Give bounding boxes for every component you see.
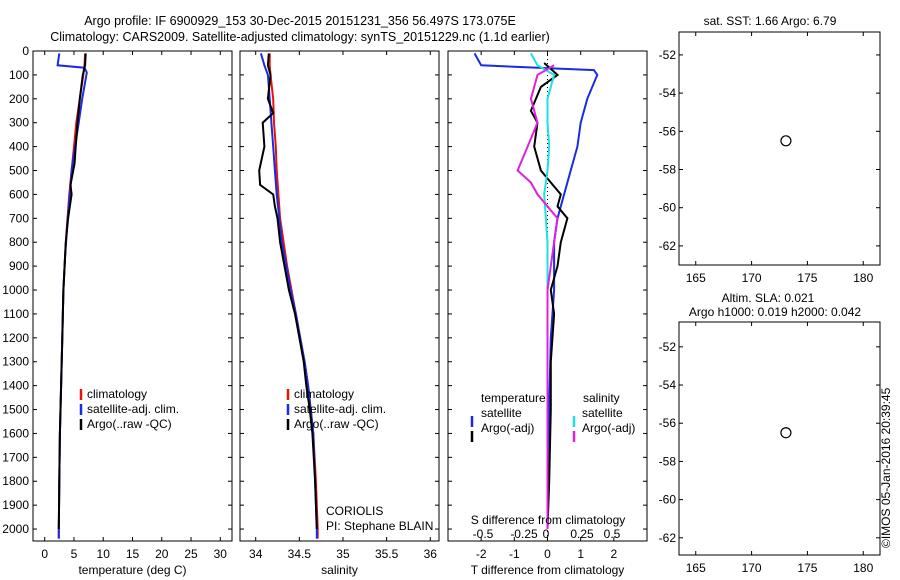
x-tick-label: 0 — [544, 547, 551, 561]
x-tick-label: 0 — [41, 547, 48, 561]
map-y-tick-label: -56 — [659, 124, 677, 138]
x-tick-label: 34 — [249, 547, 263, 561]
series-line-temperature-argo-adj- — [529, 62, 569, 530]
y-tick-label: 100 — [9, 68, 29, 82]
top-axis-tick-label: -0.5 — [473, 527, 494, 541]
legend-label: satellite-adj. clim. — [294, 402, 386, 416]
annotation-pi: PI: Stephane BLAIN — [326, 519, 433, 533]
x-tick-label: 15 — [126, 547, 140, 561]
top-axis-tick-label: 0.5 — [604, 527, 621, 541]
x-tick-label: 10 — [97, 547, 111, 561]
y-tick-label: 700 — [9, 211, 29, 225]
series-line-argo-raw-qc- — [57, 53, 87, 530]
map-y-tick-label: -54 — [659, 378, 677, 392]
series-line-salinity-argo-adj- — [516, 64, 559, 529]
top-axis-tick-label: 0 — [543, 527, 550, 541]
map-y-tick-label: -52 — [659, 340, 677, 354]
map-y-tick-label: -62 — [659, 531, 677, 545]
legend-label: Argo(-adj) — [582, 421, 635, 435]
map-y-tick-label: -58 — [659, 163, 677, 177]
profile-title: Argo profile: IF 6900929_153 30-Dec-2015… — [84, 14, 516, 28]
map-x-tick-label: 165 — [686, 561, 706, 575]
x-tick-label: -1 — [509, 547, 520, 561]
map-x-tick-label: 170 — [742, 561, 762, 575]
map-y-tick-label: -52 — [659, 48, 677, 62]
x-tick-label: 20 — [155, 547, 169, 561]
y-tick-label: 2000 — [2, 522, 29, 536]
credit-label: ©IMOS 05-Jan-2016 20:39:45 — [879, 387, 893, 548]
y-tick-label: 200 — [9, 92, 29, 106]
y-tick-label: 1200 — [2, 331, 29, 345]
y-tick-label: 1800 — [2, 474, 29, 488]
map-y-tick-label: -58 — [659, 454, 677, 468]
y-tick-label: 0 — [22, 44, 29, 58]
y-tick-label: 1500 — [2, 403, 29, 417]
x-tick-label: -2 — [476, 547, 487, 561]
legend-label: temperature — [481, 391, 546, 405]
map-y-tick-label: -60 — [659, 201, 677, 215]
sst-map-title: sat. SST: 1.66 Argo: 6.79 — [704, 14, 837, 28]
x-axis-label: T difference from climatology — [471, 563, 625, 577]
map-x-tick-label: 170 — [742, 271, 762, 285]
argo-position-marker — [780, 135, 792, 147]
climatology-title: Climatology: CARS2009. Satellite-adjuste… — [50, 30, 550, 44]
legend-label: Argo(-adj) — [481, 421, 534, 435]
series-line-argo-raw-qc- — [258, 53, 318, 530]
top-axis-tick-label: -0.25 — [510, 527, 538, 541]
x-tick-label: 35 — [336, 547, 350, 561]
legend-label: Argo(..raw -QC) — [87, 417, 172, 431]
x-tick-label: 5 — [71, 547, 78, 561]
x-tick-label: 25 — [184, 547, 198, 561]
x-axis-label: salinity — [321, 563, 358, 577]
legend-label: climatology — [87, 387, 147, 401]
map-frame — [678, 321, 881, 556]
map-x-tick-label: 180 — [853, 561, 873, 575]
y-tick-label: 1000 — [2, 283, 29, 297]
y-tick-label: 1900 — [2, 498, 29, 512]
x-tick-label: 2 — [610, 547, 617, 561]
y-tick-label: 500 — [9, 164, 29, 178]
sla-map-title: Altim. SLA: 0.021 — [722, 291, 815, 305]
map-y-tick-label: -56 — [659, 416, 677, 430]
map-x-tick-label: 175 — [797, 271, 817, 285]
x-tick-label: 1 — [577, 547, 584, 561]
legend-label: satellite-adj. clim. — [87, 402, 179, 416]
map-frame — [678, 31, 881, 266]
y-tick-label: 400 — [9, 140, 29, 154]
x-tick-label: 30 — [214, 547, 228, 561]
map-y-tick-label: -54 — [659, 86, 677, 100]
top-axis-label: S difference from climatology — [471, 513, 626, 527]
map-x-tick-label: 175 — [797, 561, 817, 575]
series-line-temperature-satellite — [473, 52, 599, 530]
map-y-tick-label: -60 — [659, 493, 677, 507]
plot-frame-2 — [239, 50, 440, 542]
x-tick-label: 34.5 — [288, 547, 312, 561]
map-y-tick-label: -62 — [659, 239, 677, 253]
x-tick-label: 36 — [424, 547, 438, 561]
plot-frame-1 — [32, 50, 233, 542]
x-tick-label: 35.5 — [375, 547, 399, 561]
x-axis-label: temperature (deg C) — [78, 563, 186, 577]
map-x-tick-label: 180 — [853, 271, 873, 285]
legend-label: salinity — [583, 391, 620, 405]
argo-position-marker — [780, 427, 792, 439]
y-tick-label: 800 — [9, 235, 29, 249]
top-axis-tick-label: 0.25 — [570, 527, 594, 541]
legend-label: Argo(..raw -QC) — [294, 417, 379, 431]
y-tick-label: 600 — [9, 187, 29, 201]
y-tick-label: 1600 — [2, 426, 29, 440]
legend-label: satellite — [582, 406, 623, 420]
y-tick-label: 300 — [9, 116, 29, 130]
sla-map-subtitle: Argo h1000: 0.019 h2000: 0.042 — [689, 305, 861, 319]
y-tick-label: 1400 — [2, 379, 29, 393]
y-tick-label: 1300 — [2, 355, 29, 369]
legend-label: satellite — [481, 406, 522, 420]
annotation-coriolis: CORIOLIS — [326, 504, 383, 518]
y-tick-label: 900 — [9, 259, 29, 273]
map-x-tick-label: 165 — [686, 271, 706, 285]
y-tick-label: 1100 — [3, 307, 29, 321]
legend-label: climatology — [294, 387, 354, 401]
y-tick-label: 1700 — [2, 450, 29, 464]
